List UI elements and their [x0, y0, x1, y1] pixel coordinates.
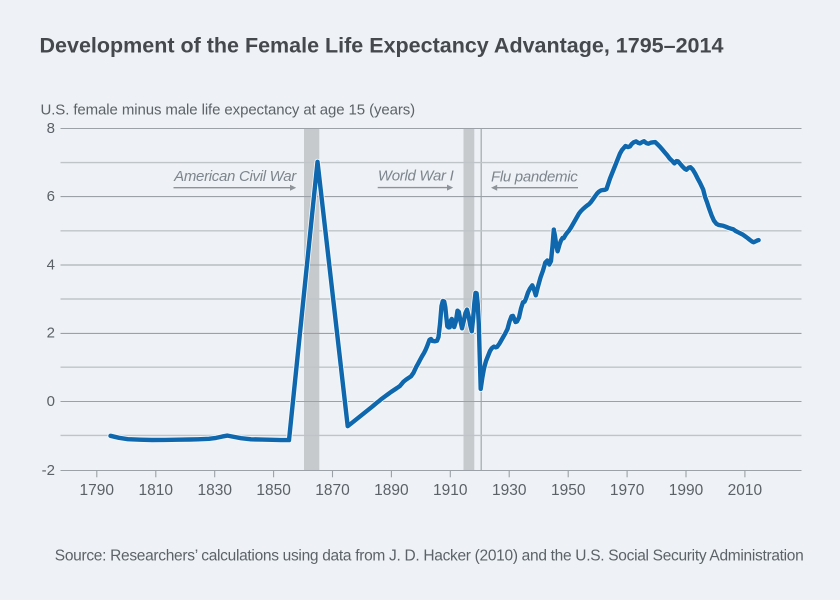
svg-text:1830: 1830	[197, 482, 232, 499]
svg-text:8: 8	[47, 120, 55, 137]
svg-text:1810: 1810	[139, 482, 174, 499]
svg-text:4: 4	[47, 256, 55, 273]
svg-text:1890: 1890	[374, 482, 409, 499]
svg-text:0: 0	[47, 393, 55, 410]
svg-text:Source: Researchers’ calculati: Source: Researchers’ calculations using …	[55, 548, 804, 565]
svg-text:Development of the Female Life: Development of the Female Life Expectanc…	[40, 34, 724, 58]
svg-text:2: 2	[47, 325, 55, 342]
svg-text:1970: 1970	[610, 482, 645, 499]
svg-text:American Civil War: American Civil War	[173, 168, 297, 185]
svg-text:-2: -2	[42, 462, 55, 479]
svg-text:1950: 1950	[551, 482, 586, 499]
svg-text:World War I: World War I	[378, 168, 454, 185]
svg-text:Flu pandemic: Flu pandemic	[491, 169, 578, 186]
svg-text:1990: 1990	[669, 482, 704, 499]
svg-text:1930: 1930	[492, 482, 527, 499]
svg-text:1850: 1850	[256, 482, 291, 499]
svg-text:1910: 1910	[433, 482, 468, 499]
svg-text:2010: 2010	[728, 482, 763, 499]
svg-text:1870: 1870	[315, 482, 350, 499]
svg-text:1790: 1790	[80, 482, 115, 499]
svg-text:6: 6	[47, 188, 55, 205]
svg-text:U.S. female minus male life ex: U.S. female minus male life expectancy a…	[41, 102, 416, 119]
